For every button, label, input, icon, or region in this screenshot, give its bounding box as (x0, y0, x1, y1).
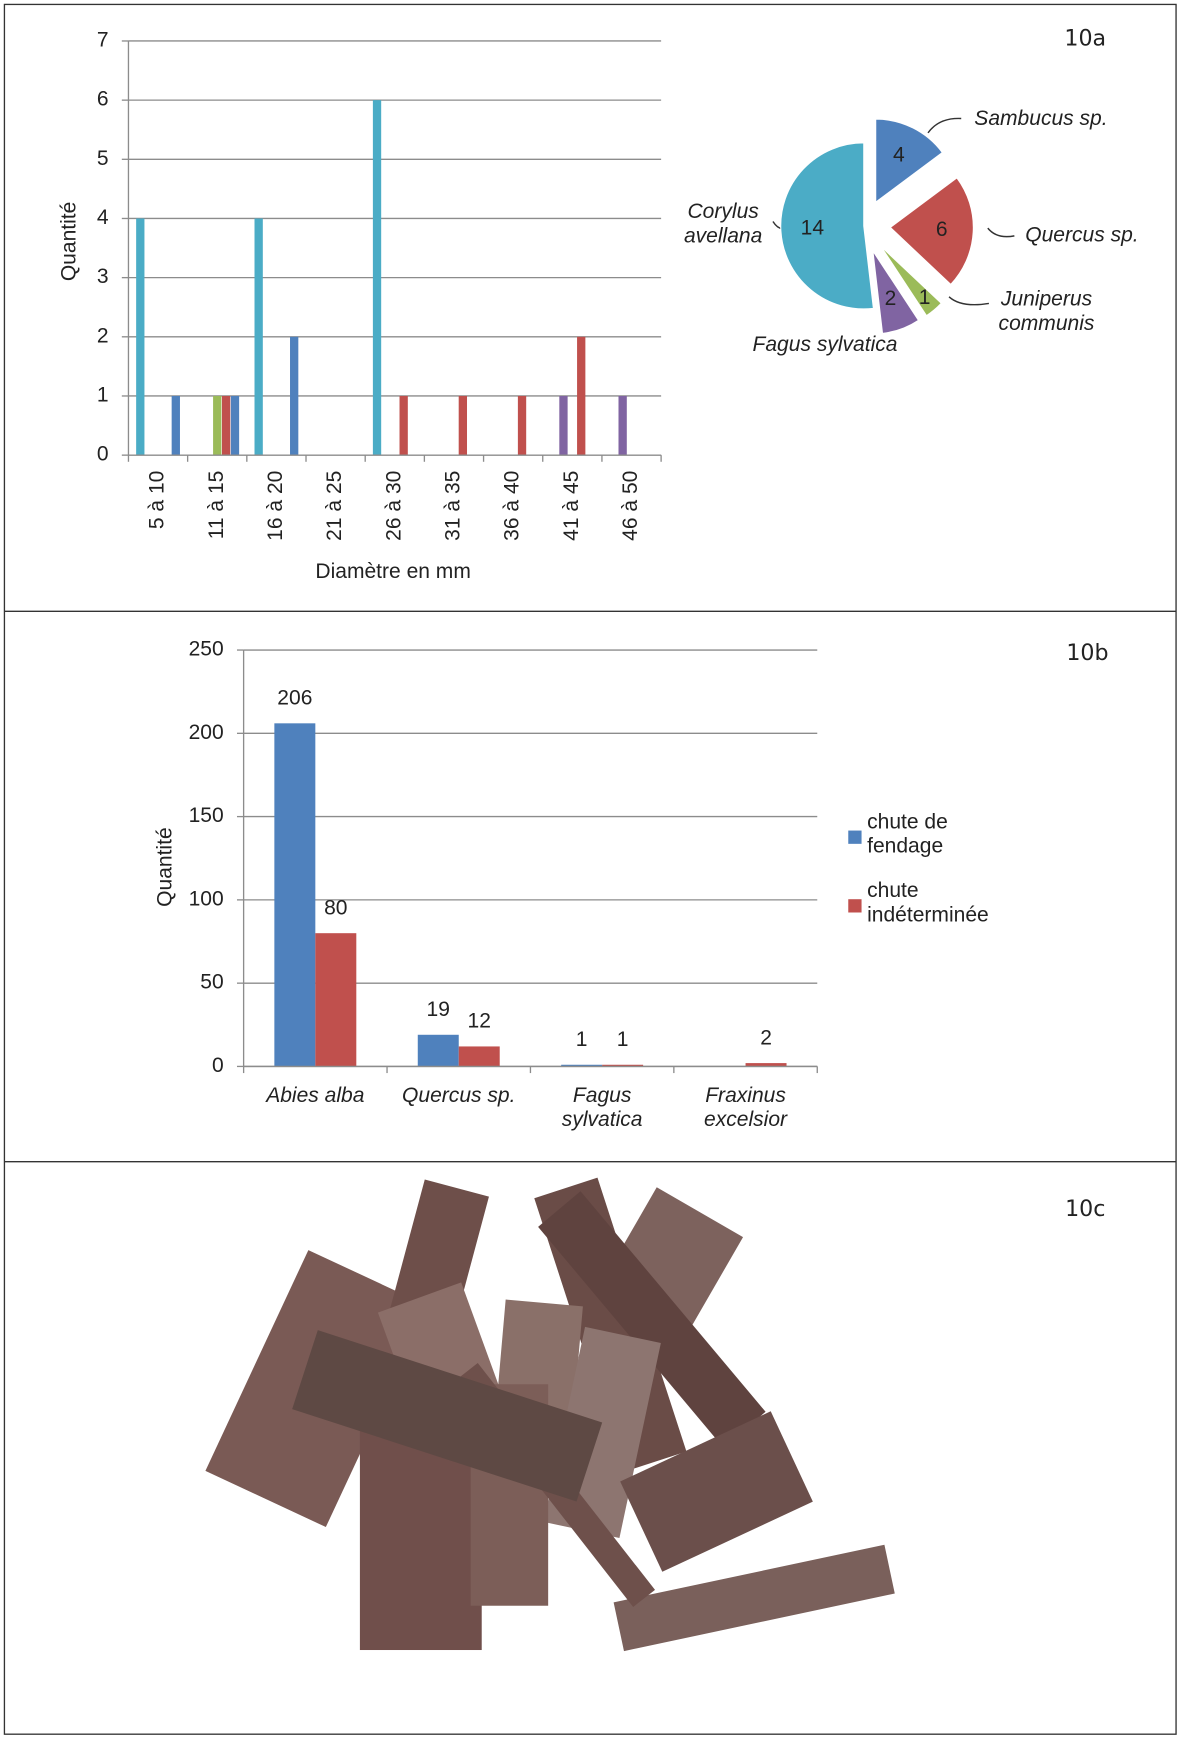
pie-slice (780, 142, 875, 310)
slice-value: 1 (919, 286, 931, 309)
y-tick-label: 6 (97, 88, 109, 111)
slice-label: Juniperus communis (998, 287, 1095, 336)
slice-label: Sambucus sp. (974, 107, 1108, 131)
leader-line (948, 296, 990, 306)
wood-piece (387, 1179, 489, 1336)
panel-label: 10a (1064, 25, 1106, 51)
y-tick-label: 100 (189, 887, 224, 910)
y-tick-label: 7 (97, 29, 109, 52)
y-axis-title: Quantité (154, 827, 177, 907)
x-tick-label: Fraxinus excelsior (704, 1084, 788, 1132)
wood-photo (205, 1177, 895, 1652)
bar (171, 395, 180, 456)
bar (221, 395, 231, 456)
legend-label: chute indéterminée (867, 879, 989, 927)
legend-swatch (848, 899, 862, 913)
slice-value: 14 (801, 216, 825, 239)
leader-line (987, 227, 1015, 238)
y-tick-label: 150 (189, 804, 224, 827)
bar (517, 395, 527, 456)
x-tick-label: Quercus sp. (402, 1084, 516, 1108)
value-label: 80 (324, 896, 347, 919)
x-tick-label: 5 à 10 (146, 471, 169, 529)
x-tick-label: 21 à 25 (323, 471, 346, 541)
slice-value: 6 (936, 218, 948, 241)
y-tick-label: 50 (200, 971, 223, 994)
panel-label: 10b (1066, 640, 1108, 666)
x-tick-label: 36 à 40 (501, 471, 524, 541)
y-tick-label: 5 (97, 147, 109, 170)
value-label: 19 (427, 998, 450, 1021)
y-tick-label: 250 (189, 638, 224, 661)
x-tick-label: Abies alba (266, 1084, 365, 1108)
frame (3, 3, 1177, 1735)
bar (602, 1064, 644, 1067)
leader-line (927, 117, 962, 134)
slice-value: 2 (885, 287, 897, 310)
x-tick-label: 31 à 35 (442, 471, 465, 541)
value-label: 12 (468, 1010, 491, 1033)
legend-label: chute de fendage (867, 810, 948, 859)
x-tick-label: 11 à 15 (205, 471, 228, 540)
pie-slice (875, 118, 944, 204)
x-tick-label: Fagus sylvatica (561, 1084, 643, 1132)
y-tick-label: 3 (97, 265, 109, 288)
bar (213, 395, 222, 456)
value-label: 1 (576, 1028, 588, 1051)
x-tick-label: 26 à 30 (382, 471, 405, 541)
wood-piece (292, 1330, 603, 1502)
wood-piece (359, 1428, 482, 1651)
value-label: 206 (277, 687, 312, 710)
bar (618, 395, 627, 456)
x-tick-label: 41 à 45 (560, 471, 583, 541)
wood-piece (613, 1544, 895, 1652)
bar (136, 218, 145, 456)
bar (745, 1063, 787, 1067)
legend-swatch (848, 830, 862, 844)
wood-piece (620, 1411, 813, 1572)
bar (372, 100, 382, 456)
slice-label: Corylus avellana (683, 200, 763, 249)
bar (458, 1046, 500, 1067)
x-axis-title: Diamètre en mm (315, 560, 470, 583)
wood-piece (538, 1191, 766, 1448)
y-tick-label: 1 (97, 384, 109, 407)
bar (417, 1034, 459, 1067)
y-tick-label: 2 (97, 324, 109, 347)
slice-value: 4 (893, 144, 905, 167)
value-label: 2 (760, 1026, 772, 1049)
x-tick-label: 16 à 20 (264, 471, 287, 541)
y-tick-label: 0 (212, 1054, 224, 1077)
bar (399, 395, 408, 456)
y-tick-label: 0 (97, 443, 109, 466)
bar (230, 395, 240, 456)
pie-slice (872, 250, 920, 334)
bar (290, 336, 299, 456)
bar (577, 336, 586, 456)
slice-label: Quercus sp. (1025, 223, 1139, 247)
panel-label: 10c (1065, 1196, 1105, 1222)
pie-slice (889, 177, 974, 286)
bar (315, 933, 357, 1067)
y-tick-label: 4 (97, 206, 109, 229)
bar (274, 723, 316, 1067)
bar (559, 395, 568, 456)
y-tick-label: 200 (189, 721, 224, 744)
bar (458, 395, 468, 456)
bar (561, 1064, 603, 1067)
bar (254, 218, 263, 456)
y-axis-title: Quantité (57, 202, 80, 282)
value-label: 1 (617, 1028, 629, 1051)
slice-label: Fagus sylvatica (752, 333, 898, 357)
x-tick-label: 46 à 50 (619, 471, 642, 541)
pie-slice (880, 245, 943, 317)
